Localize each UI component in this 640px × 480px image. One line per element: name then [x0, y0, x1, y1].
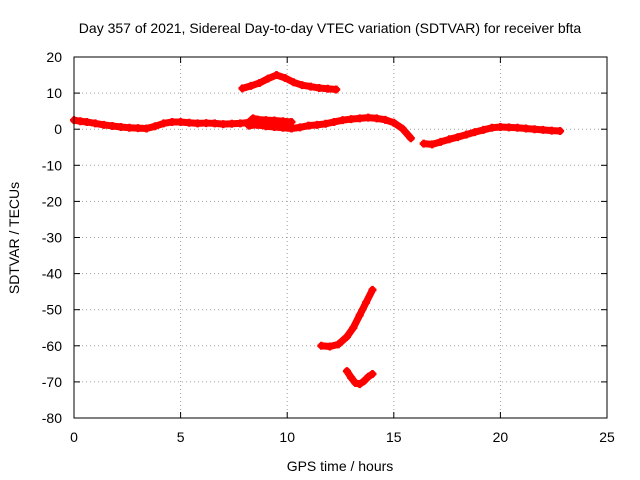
data-points: [70, 71, 565, 389]
y-tick-label: -70: [42, 374, 62, 390]
data-point: [368, 285, 377, 294]
data-point: [406, 134, 415, 143]
axes: 0 5 10 15 20 25 20 10 0 -10 -20 -30 -40 -50 -60 -70 -80: [42, 49, 615, 445]
y-tick-label: -30: [42, 230, 62, 246]
series-bottom-curve: [342, 367, 377, 389]
series-upper-arc: [238, 71, 341, 94]
y-axis-label: SDTVAR / TECUs: [6, 182, 22, 294]
grid: [74, 57, 607, 418]
y-tick-label: -10: [42, 157, 62, 173]
y-tick-label: 10: [46, 85, 62, 101]
data-point: [332, 85, 341, 94]
series-main-track-b: [244, 113, 415, 143]
x-tick-label: 5: [177, 429, 185, 445]
data-point: [368, 369, 377, 378]
x-axis-label: GPS time / hours: [287, 458, 394, 474]
x-tick-label: 15: [386, 429, 402, 445]
y-tick-label: 20: [46, 49, 62, 65]
y-tick-label: -20: [42, 193, 62, 209]
x-tick-label: 10: [279, 429, 295, 445]
chart-title: Day 357 of 2021, Sidereal Day-to-day VTE…: [79, 20, 582, 36]
x-tick-label: 20: [493, 429, 509, 445]
y-tick-label: 0: [54, 121, 62, 137]
series-segment: [398, 124, 415, 142]
y-tick-label: -80: [42, 410, 62, 426]
series-lower-curve: [317, 285, 377, 351]
plot-frame: [73, 56, 608, 419]
y-tick-label: -50: [42, 302, 62, 318]
y-tick-label: -60: [42, 338, 62, 354]
series-main-track-a: [70, 114, 296, 133]
series-main-track-c: [419, 123, 565, 149]
y-tick-label: -40: [42, 266, 62, 282]
x-tick-label: 0: [70, 429, 78, 445]
data-point: [556, 127, 565, 136]
x-tick-label: 25: [599, 429, 615, 445]
